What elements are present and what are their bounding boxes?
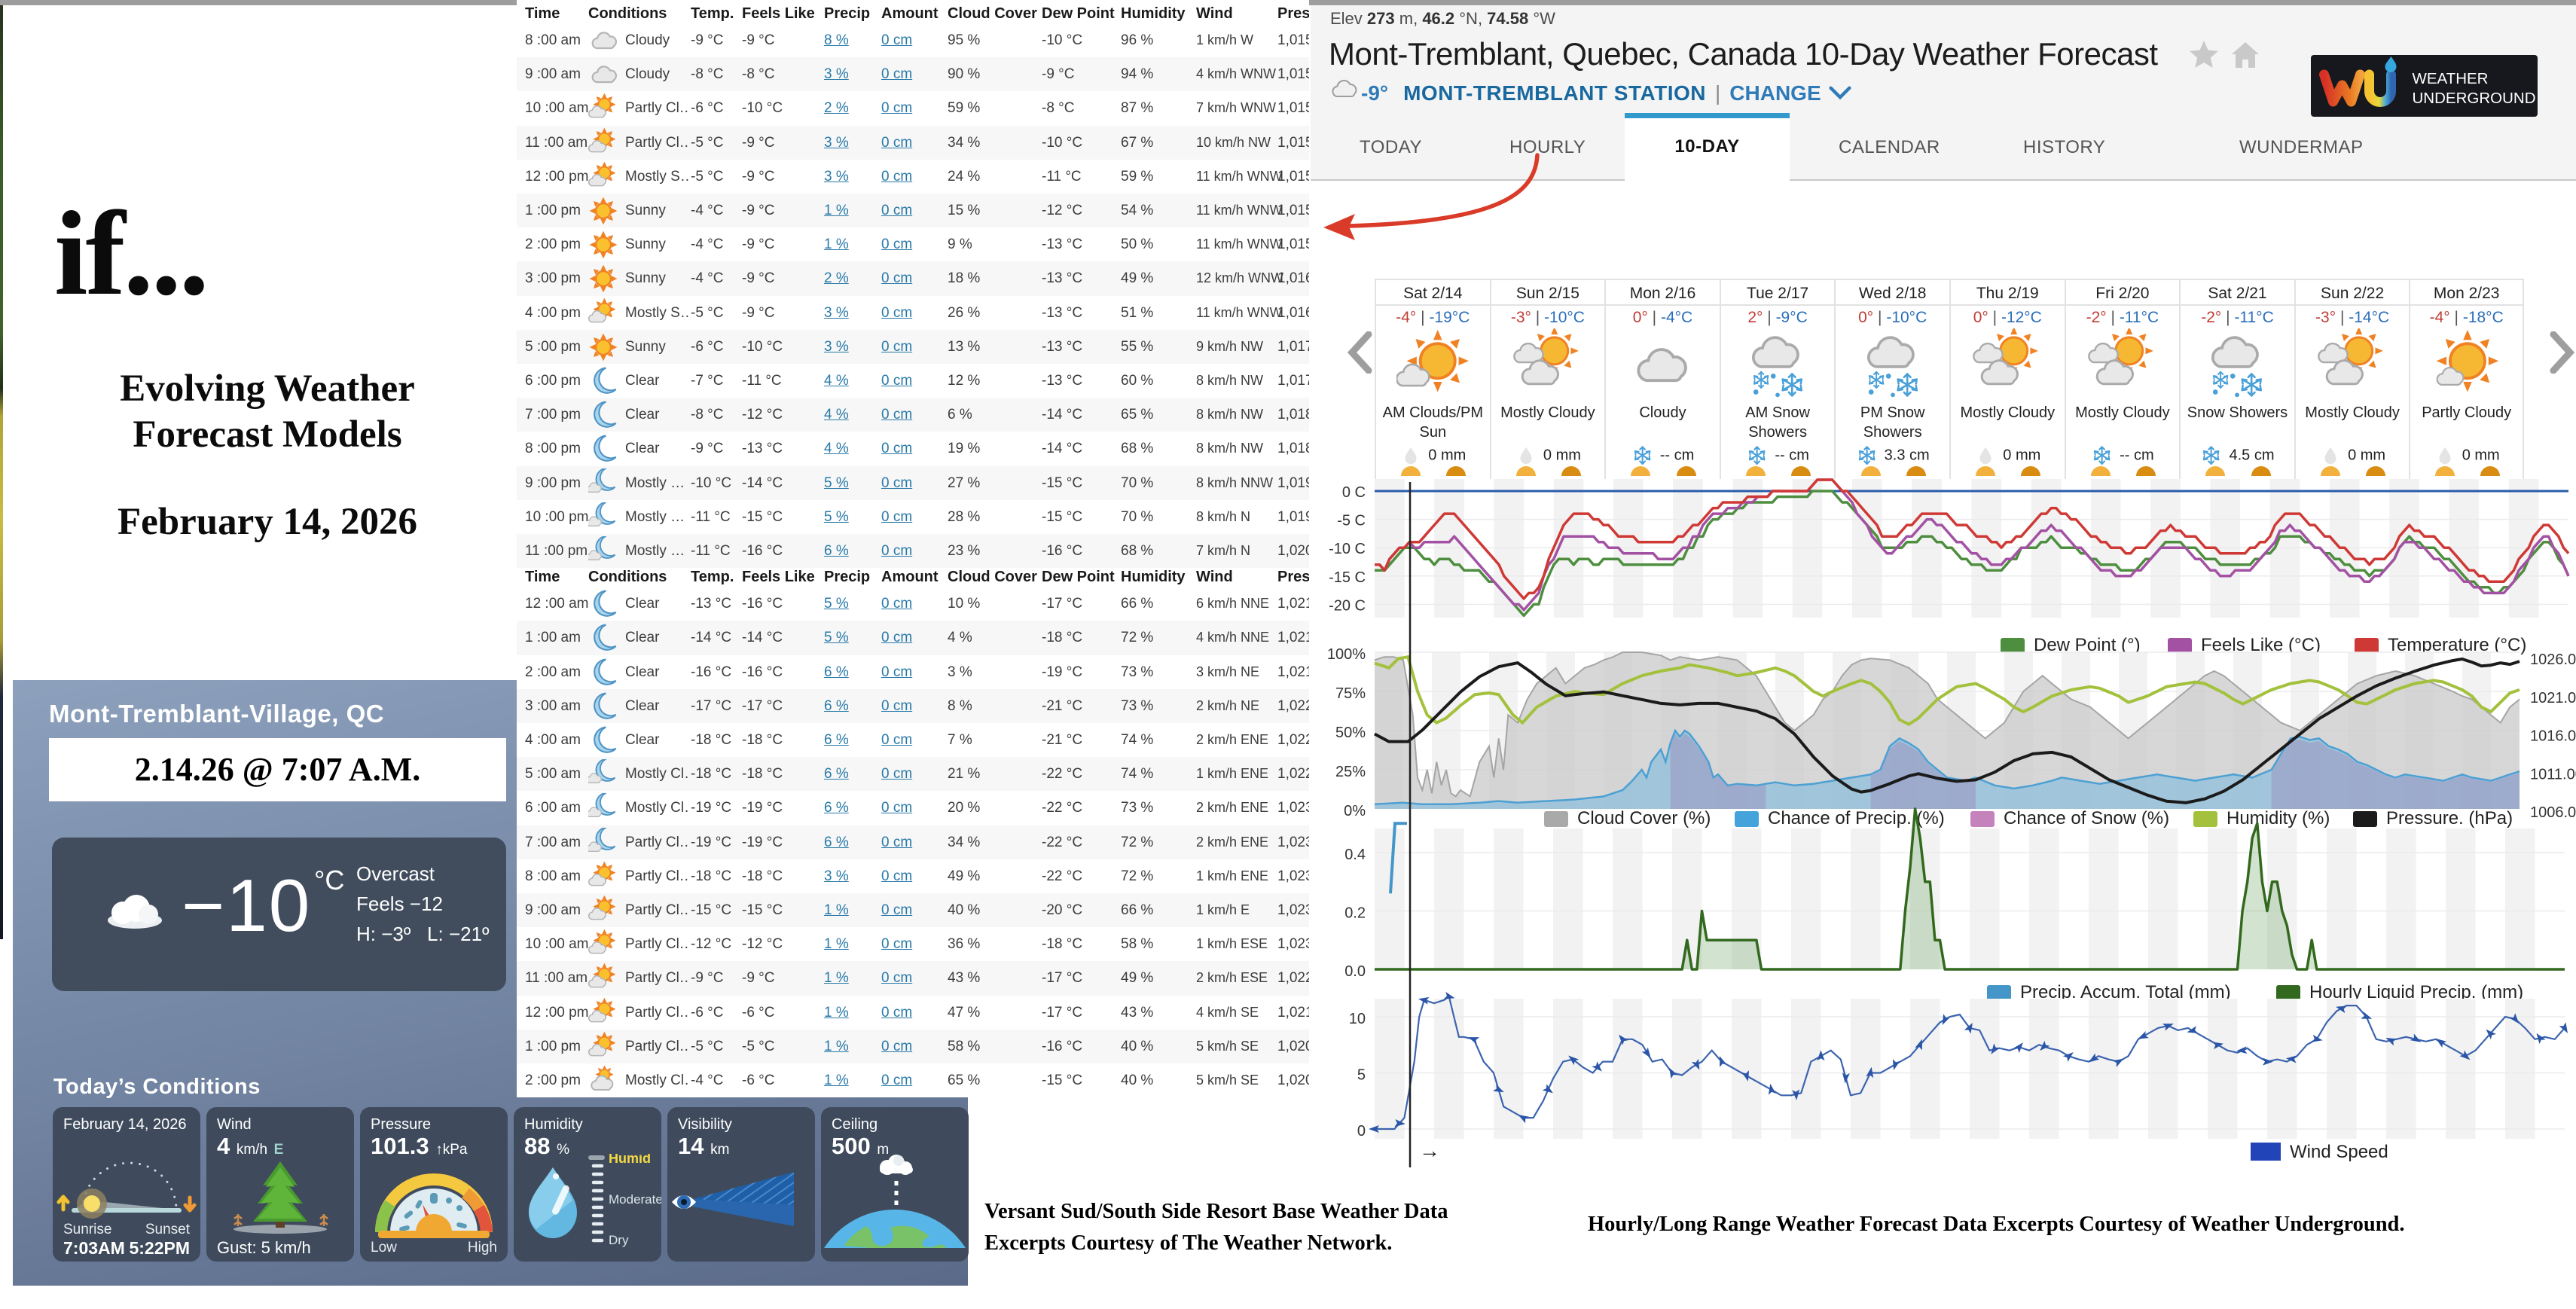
svg-text:-5 C: -5 C	[1337, 513, 1366, 529]
svg-text:WEATHER: WEATHER	[2413, 70, 2489, 87]
svg-text:75%: 75%	[1335, 685, 1366, 702]
svg-text:Humid: Humid	[609, 1154, 651, 1166]
svg-text:0: 0	[1357, 1123, 1366, 1140]
svg-text:0.2: 0.2	[1344, 905, 1366, 922]
svg-text:Humidity (%): Humidity (%)	[2227, 808, 2330, 828]
svg-text:Pressure. (hPa): Pressure. (hPa)	[2386, 808, 2513, 828]
svg-text:5: 5	[1357, 1067, 1366, 1084]
svg-text:→: →	[1419, 1139, 1440, 1162]
svg-text:50%: 50%	[1335, 725, 1366, 741]
svg-text:1026.00: 1026.00	[2530, 651, 2576, 668]
svg-text:100%: 100%	[1327, 646, 1366, 663]
svg-text:-10 C: -10 C	[1329, 541, 1366, 557]
svg-text:UNDERGROUND: UNDERGROUND	[2413, 90, 2536, 107]
svg-text:Chance of Snow (%): Chance of Snow (%)	[2004, 808, 2169, 828]
svg-text:-20 C: -20 C	[1329, 597, 1366, 614]
svg-text:0.4: 0.4	[1344, 847, 1366, 863]
svg-text:0.0: 0.0	[1344, 963, 1366, 980]
svg-text:Moderate: Moderate	[609, 1192, 661, 1207]
svg-text:25%: 25%	[1335, 764, 1366, 780]
svg-text:Wind Speed: Wind Speed	[2290, 1142, 2388, 1162]
svg-text:0%: 0%	[1344, 803, 1366, 819]
svg-text:-15 C: -15 C	[1329, 569, 1366, 586]
svg-text:Cloud Cover (%): Cloud Cover (%)	[1577, 808, 1711, 828]
svg-text:1011.00: 1011.00	[2530, 766, 2576, 783]
svg-text:1016.00: 1016.00	[2530, 728, 2576, 745]
svg-text:10: 10	[1349, 1011, 1366, 1027]
svg-text:0 C: 0 C	[1342, 484, 1366, 501]
svg-text:1021.00: 1021.00	[2530, 690, 2576, 706]
svg-text:Dry: Dry	[609, 1233, 629, 1247]
svg-text:1006.00: 1006.00	[2530, 804, 2576, 821]
